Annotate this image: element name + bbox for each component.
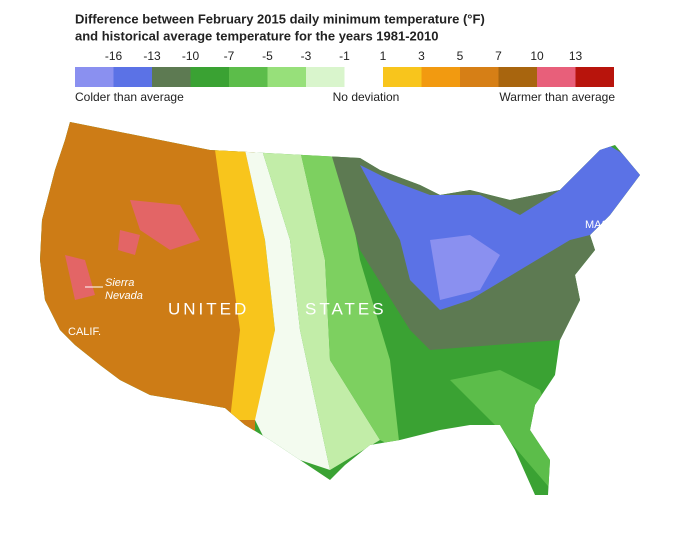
legend-tick-label: 13 xyxy=(569,49,583,63)
legend-swatch xyxy=(537,67,576,87)
legend-tick-label: -7 xyxy=(224,49,235,63)
legend-swatch xyxy=(306,67,345,87)
map-label: Nevada xyxy=(105,290,143,302)
legend-swatch xyxy=(267,67,306,87)
legend-swatch xyxy=(75,67,114,87)
legend: -16 -13 -10 -7 -5 -3 -1 1 3 5 7 10 13 xyxy=(75,49,614,87)
legend-swatch xyxy=(421,67,460,87)
title-line: Difference between February 2015 daily m… xyxy=(75,11,485,26)
legend-tick-label: -13 xyxy=(143,49,161,63)
map-region xyxy=(130,200,200,250)
legend-tick-label: -1 xyxy=(339,49,350,63)
map-region xyxy=(262,150,380,470)
legend-swatch xyxy=(460,67,499,87)
legend-swatch xyxy=(229,67,268,87)
legend-label: Colder than average xyxy=(75,90,184,104)
legend-swatch xyxy=(113,67,152,87)
map-region xyxy=(360,140,640,310)
legend-swatch xyxy=(498,67,537,87)
legend-swatch xyxy=(383,67,422,87)
legend-tick-label: 7 xyxy=(495,49,502,63)
legend-tick-label: -5 xyxy=(262,49,273,63)
map-label: STATES xyxy=(305,299,387,318)
legend-swatch xyxy=(190,67,229,87)
legend-label: Warmer than average xyxy=(499,90,615,104)
legend-swatch xyxy=(152,67,191,87)
legend-swatch xyxy=(575,67,614,87)
legend-tick-label: 1 xyxy=(380,49,387,63)
legend-tick-label: 10 xyxy=(530,49,544,63)
legend-tick-label: 3 xyxy=(418,49,425,63)
title-line: and historical average temperature for t… xyxy=(75,28,438,43)
legend-tick-label: 5 xyxy=(457,49,464,63)
map-label: MASS. xyxy=(585,219,619,231)
map-label: Sierra xyxy=(105,277,134,289)
map-label: CALIF. xyxy=(68,326,101,338)
map-region xyxy=(245,150,330,470)
legend-tick-label: -16 xyxy=(105,49,123,63)
legend-tick-label: -10 xyxy=(182,49,200,63)
map-region xyxy=(300,150,400,450)
map-region xyxy=(430,235,500,300)
map-label: UNITED xyxy=(168,299,249,318)
legend-label: No deviation xyxy=(333,90,400,104)
legend-tick-label: -3 xyxy=(301,49,312,63)
map-region xyxy=(65,255,95,300)
map-region xyxy=(118,230,140,255)
